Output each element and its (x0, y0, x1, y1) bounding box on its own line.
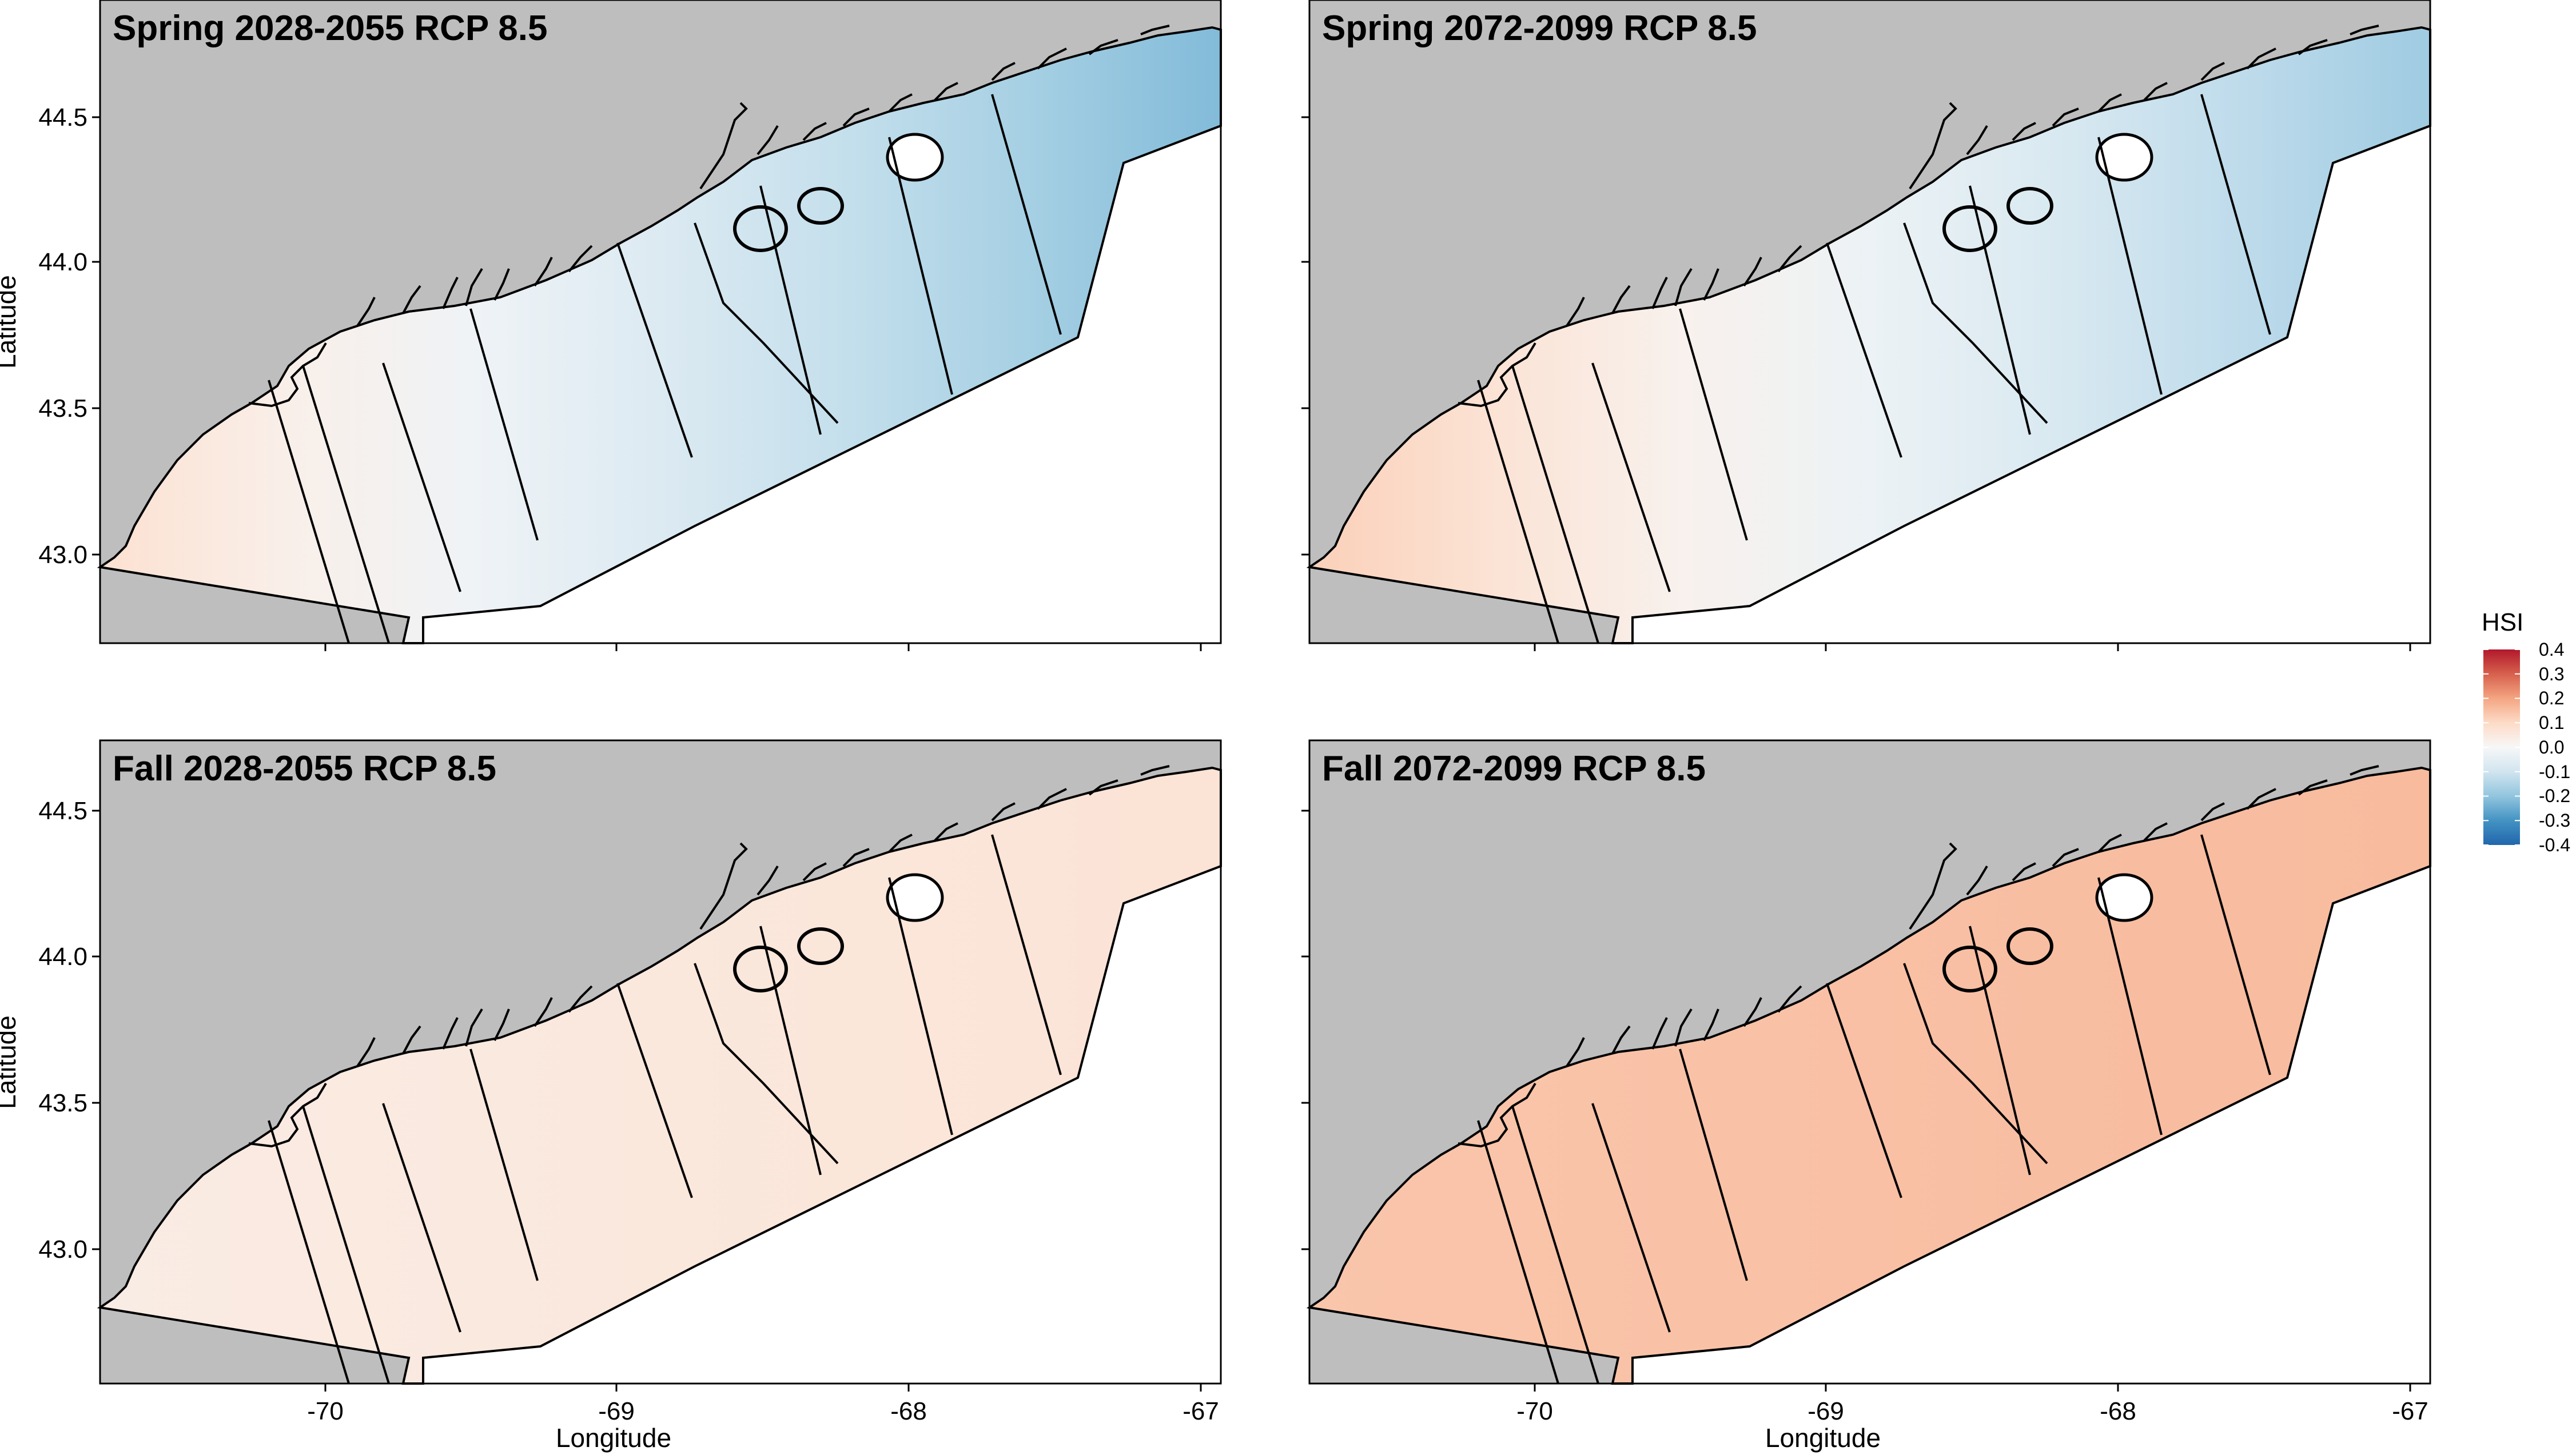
coastline-islands (1458, 25, 2379, 408)
y-axis: 44.5 44.0 43.5 43.0 Latitude (0, 103, 100, 569)
map-plot-area (97, 0, 1222, 644)
hsi-raster (1306, 766, 2431, 1385)
management-area-lines (268, 834, 1062, 1384)
legend-title: HSI (2482, 608, 2523, 636)
y-axis (1301, 116, 1309, 556)
x-axis (324, 643, 1202, 651)
legend-label: -0.3 (2539, 810, 2570, 831)
ocean-white-area (1309, 866, 2430, 1384)
panel-title: Fall 2072-2099 RCP 8.5 (1322, 749, 1706, 788)
x-tick-label: -67 (2392, 1397, 2428, 1425)
y-tick-label: 43.0 (38, 1235, 87, 1263)
bay-island-ring (886, 133, 944, 182)
island-cluster (2006, 927, 2053, 965)
ocean-white-area (100, 126, 1221, 643)
y-tick-label: 43.5 (38, 1089, 87, 1117)
y-tick-label: 44.5 (38, 797, 87, 825)
panel-border (99, 739, 1222, 1385)
management-area-lines (268, 94, 1062, 644)
legend-label: 0.0 (2539, 737, 2564, 758)
x-tick-label: -70 (1516, 1397, 1553, 1425)
map-plot-area (97, 739, 1222, 1385)
y-tick-label: 44.5 (38, 103, 87, 131)
x-axis-title: Longitude (1765, 1423, 1881, 1453)
map-panel-spring-2072-2099: Spring 2072-2099 RCP 8.5 (1301, 0, 2431, 651)
y-tick-label: 44.0 (38, 248, 87, 276)
bay-island-ring (886, 873, 944, 922)
y-axis (1301, 810, 1309, 1250)
management-area-lines (1477, 94, 2271, 644)
panel-border (1308, 0, 2431, 644)
x-axis: -70 -69 -68 -67 Longitude (1516, 1384, 2428, 1453)
legend-label: 0.1 (2539, 712, 2564, 733)
ocean-white-area (100, 866, 1221, 1384)
x-axis-title: Longitude (556, 1423, 671, 1453)
ocean-white-area (1309, 126, 2430, 643)
x-tick-label: -70 (307, 1397, 344, 1425)
legend-label: 0.4 (2539, 639, 2564, 660)
y-tick-label: 43.5 (38, 394, 87, 422)
hsi-raster (97, 26, 1222, 644)
legend-label: -0.4 (2539, 835, 2570, 855)
y-axis-title: Latitude (0, 275, 21, 369)
x-tick-label: -67 (1183, 1397, 1219, 1425)
legend-tick-marks (2483, 649, 2520, 846)
x-tick-label: -69 (598, 1397, 635, 1425)
panel-border (99, 0, 1222, 644)
legend-colorbar (2483, 649, 2520, 845)
legend-label: -0.1 (2539, 762, 2570, 782)
island-cluster (797, 187, 844, 225)
hsi-raster (97, 766, 1222, 1385)
hsi-legend: HSI 0.4 0.3 0.2 0.1 0.0 -0.1 -0 (2482, 608, 2570, 855)
legend-label: 0.2 (2539, 688, 2564, 708)
hsi-raster (1306, 26, 2431, 644)
island-cluster (733, 205, 788, 252)
island-cluster (1942, 205, 1997, 252)
management-area-lines (1477, 834, 2271, 1384)
y-axis: 44.5 44.0 43.5 43.0 Latitude (0, 797, 100, 1263)
map-panel-fall-2072-2099: Fall 2072-2099 RCP 8.5 -70 -69 -68 -67 L… (1301, 739, 2431, 1453)
x-tick-label: -68 (890, 1397, 927, 1425)
panel-border (1308, 739, 2431, 1385)
map-plot-area (1306, 739, 2431, 1385)
map-plot-area (1306, 0, 2431, 644)
island-cluster (797, 927, 844, 965)
bay-island-ring (2095, 873, 2153, 922)
panel-title: Spring 2028-2055 RCP 8.5 (113, 9, 547, 48)
coastline-islands (1458, 765, 2379, 1148)
legend-label: 0.3 (2539, 664, 2564, 684)
x-tick-label: -68 (2100, 1397, 2136, 1425)
x-tick-label: -69 (1807, 1397, 1844, 1425)
x-axis: -70 -69 -68 -67 Longitude (307, 1384, 1219, 1453)
bay-island-ring (2095, 133, 2153, 182)
y-tick-label: 43.0 (38, 541, 87, 569)
island-cluster (2006, 187, 2053, 225)
y-axis-title: Latitude (0, 1015, 21, 1109)
legend-label: -0.2 (2539, 786, 2570, 806)
panel-title: Spring 2072-2099 RCP 8.5 (1322, 9, 1757, 48)
x-axis (1534, 643, 2411, 651)
map-panel-spring-2028-2055: Spring 2028-2055 RCP 8.5 44.5 44.0 43.5 … (0, 0, 1222, 651)
map-panel-fall-2028-2055: Fall 2028-2055 RCP 8.5 44.5 44.0 43.5 43… (0, 739, 1222, 1453)
island-cluster (1942, 946, 1997, 992)
coastline-islands (248, 765, 1170, 1148)
coastline-islands (248, 25, 1170, 408)
y-tick-label: 44.0 (38, 943, 87, 971)
island-cluster (733, 946, 788, 992)
panel-title: Fall 2028-2055 RCP 8.5 (113, 749, 496, 788)
